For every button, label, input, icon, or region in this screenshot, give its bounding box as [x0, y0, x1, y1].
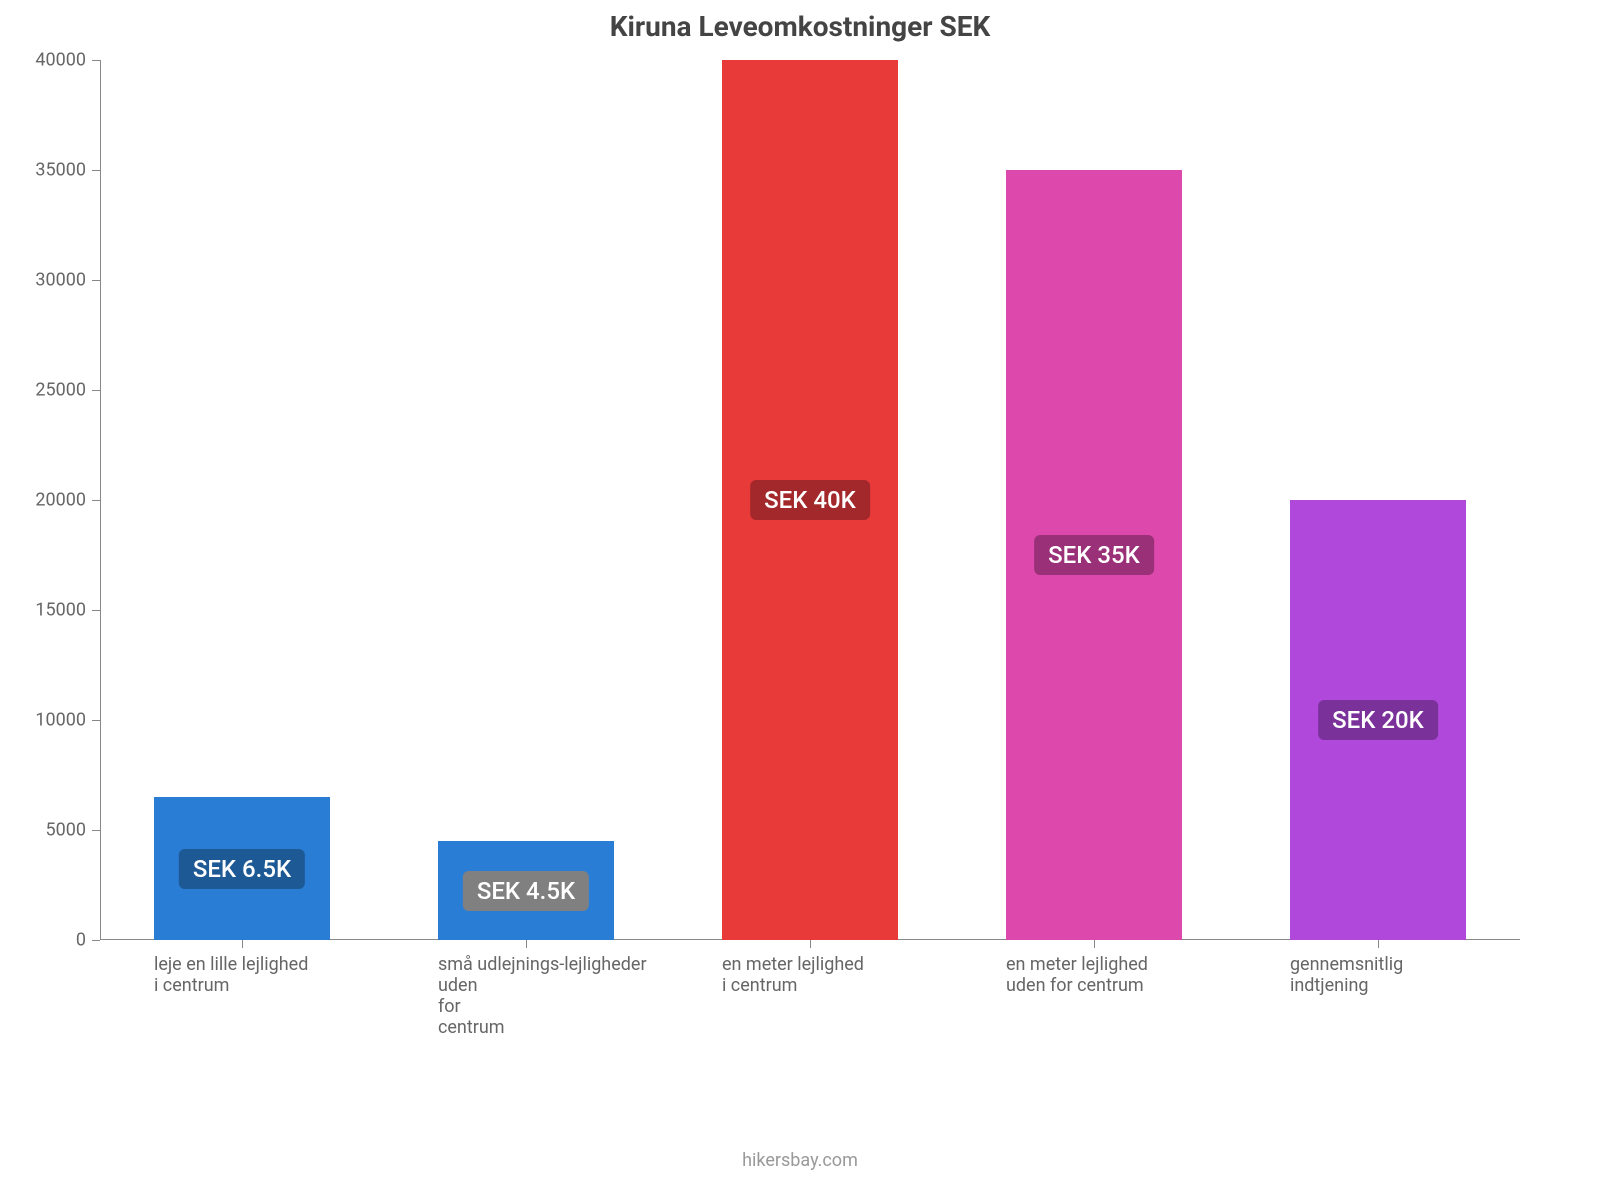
bar-value-badge: SEK 40K [750, 480, 870, 520]
y-axis-tick-label: 25000 [35, 380, 100, 401]
bar-value-badge: SEK 20K [1318, 700, 1438, 740]
y-axis-tick-label: 20000 [35, 490, 100, 511]
x-axis-category-label: gennemsnitligindtjening [1290, 954, 1500, 996]
x-axis-tick [810, 940, 811, 948]
y-axis-tick-label: 35000 [35, 160, 100, 181]
x-axis-tick [1094, 940, 1095, 948]
chart-title: Kiruna Leveomkostninger SEK [0, 10, 1600, 43]
chart-footer-source: hikersbay.com [0, 1150, 1600, 1171]
bar: SEK 35K [1006, 170, 1182, 940]
cost-of-living-bar-chart: Kiruna Leveomkostninger SEK 050001000015… [0, 0, 1600, 1200]
bar-value-badge: SEK 4.5K [463, 871, 589, 911]
x-axis-tick [526, 940, 527, 948]
x-axis-category-label: små udlejnings-lejlighederudenforcentrum [438, 954, 648, 1038]
y-axis-tick-label: 30000 [35, 270, 100, 291]
x-axis-category-label: leje en lille lejlighedi centrum [154, 954, 364, 996]
bar: SEK 6.5K [154, 797, 330, 940]
y-axis-tick-label: 0 [76, 930, 100, 951]
x-axis-category-label: en meter lejligheduden for centrum [1006, 954, 1216, 996]
y-axis-tick-label: 5000 [46, 820, 100, 841]
y-axis-tick-label: 10000 [35, 710, 100, 731]
bar-value-badge: SEK 35K [1034, 535, 1154, 575]
plot-area: 0500010000150002000025000300003500040000… [100, 60, 1520, 940]
bar: SEK 40K [722, 60, 898, 940]
x-axis-category-label: en meter lejlighedi centrum [722, 954, 932, 996]
y-axis-tick-label: 15000 [35, 600, 100, 621]
bar: SEK 4.5K [438, 841, 614, 940]
bar: SEK 20K [1290, 500, 1466, 940]
y-axis-line [100, 60, 101, 940]
bar-value-badge: SEK 6.5K [179, 849, 305, 889]
x-axis-tick [1378, 940, 1379, 948]
x-axis-tick [242, 940, 243, 948]
y-axis-tick-label: 40000 [35, 50, 100, 71]
